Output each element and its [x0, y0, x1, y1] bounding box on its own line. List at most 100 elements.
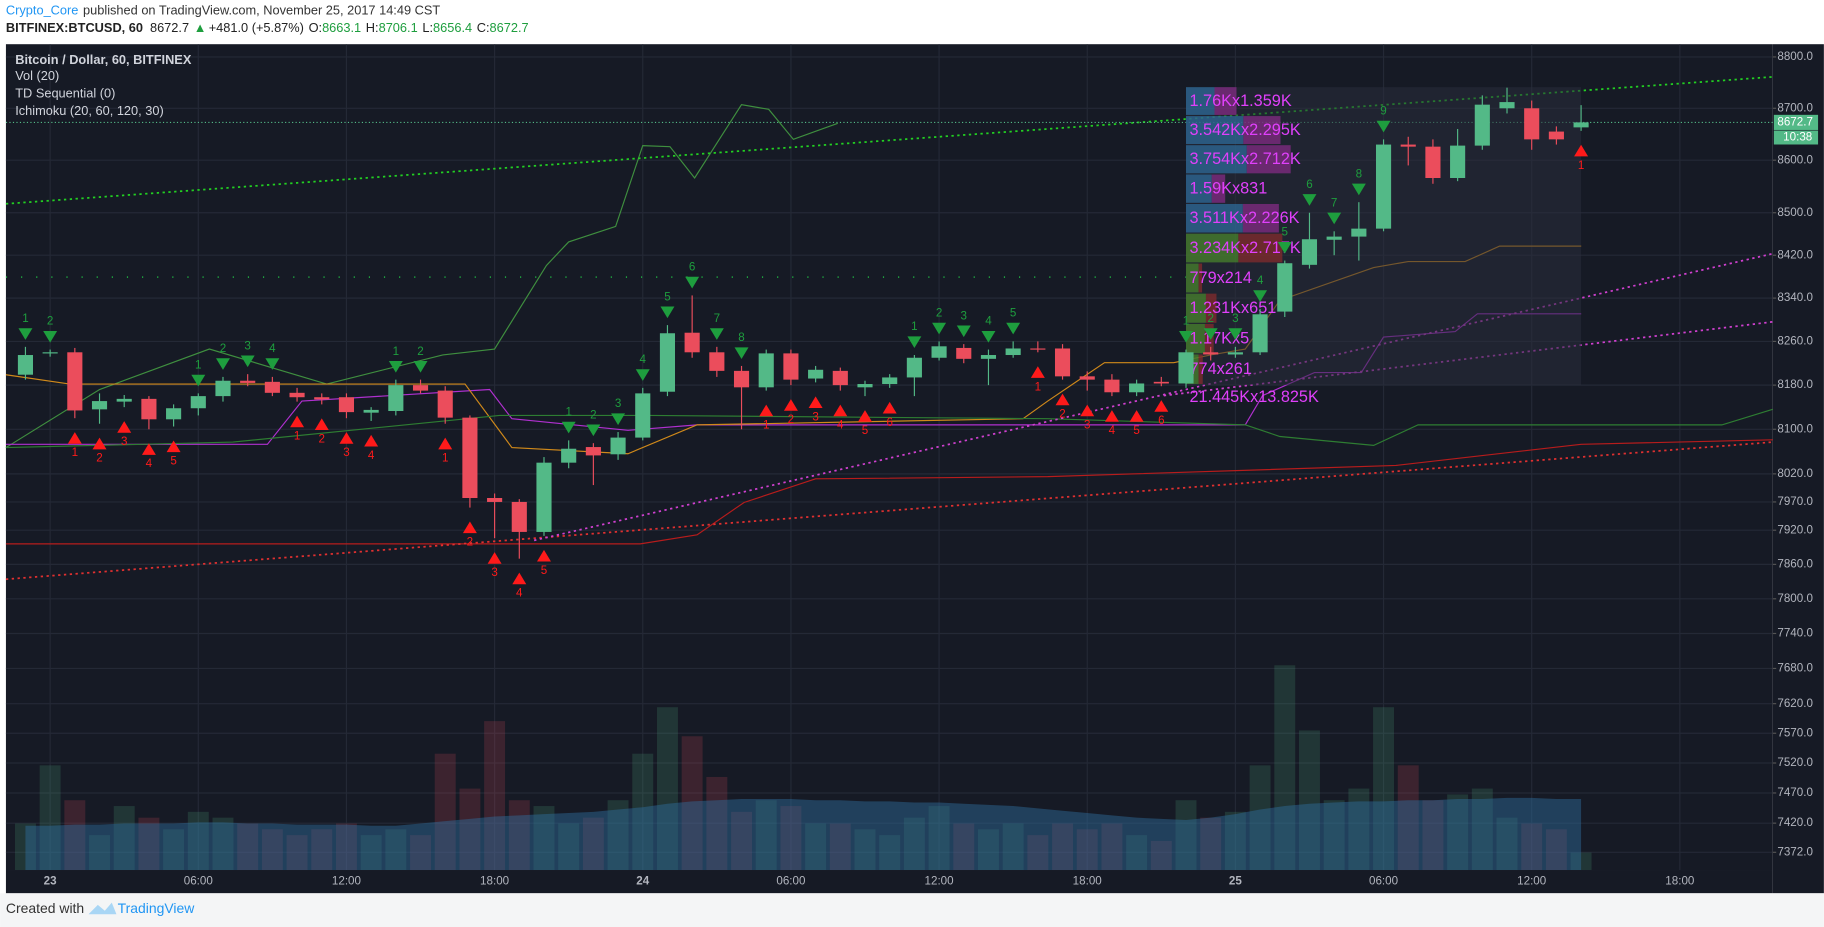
y-tick-label: 7520.0: [1777, 756, 1813, 769]
candle-body: [166, 408, 182, 420]
y-tick-label: 7970.0: [1777, 495, 1813, 508]
td-arrow: [932, 322, 947, 335]
candle-body: [462, 417, 478, 499]
profile-label: 3.511Kx2.226K: [1189, 209, 1299, 227]
y-tick-label: 8260.0: [1777, 334, 1813, 347]
volume-bar: [508, 800, 530, 871]
volume-bar: [434, 753, 456, 871]
profile-up: [1186, 293, 1206, 323]
symbol: BITFINEX:BTCUSD, 60: [6, 20, 143, 35]
candle-body: [783, 353, 799, 380]
candle-body: [758, 353, 774, 388]
td-count: 2: [220, 342, 226, 355]
x-tick-label: 18:00: [1073, 875, 1103, 888]
volume-bar: [1545, 829, 1567, 871]
volume-bar: [1249, 765, 1271, 871]
x-tick-label: 06:00: [1369, 875, 1399, 888]
profile-down: [1214, 87, 1237, 115]
candle-body: [1079, 376, 1095, 380]
td-count: 5: [664, 290, 670, 303]
candle-body: [388, 385, 404, 412]
profile-down: [1211, 174, 1226, 203]
candle-body: [1326, 236, 1342, 240]
candle-body: [956, 347, 972, 359]
td-count: 8: [1356, 167, 1362, 180]
td-count: 6: [1306, 178, 1312, 191]
profile-up: [1186, 263, 1199, 293]
td-count: 3: [1232, 312, 1238, 325]
profile-up: [1186, 174, 1212, 203]
td-count: 4: [368, 449, 375, 462]
volume: [14, 665, 1592, 871]
candle-body: [980, 355, 997, 359]
td-arrow: [364, 434, 379, 447]
candle-body: [1227, 352, 1243, 355]
candle-body: [561, 448, 577, 463]
trendline: [5, 441, 1773, 581]
candle-body: [1548, 131, 1564, 140]
price-tag-label: 8672.7: [1777, 115, 1813, 128]
volume-bar: [1348, 788, 1370, 871]
td-arrow: [660, 306, 675, 319]
td-count: 9: [1380, 105, 1386, 118]
td-arrow: [586, 424, 601, 437]
volume-bar: [64, 800, 86, 871]
profile-label: 774x261: [1189, 360, 1251, 378]
candle-body: [1573, 122, 1589, 128]
candle-body: [1153, 381, 1169, 384]
profile-label: 779x214: [1189, 269, 1251, 287]
volume-bar: [854, 829, 876, 871]
volume-bar: [237, 823, 259, 871]
volume-bar: [286, 835, 308, 871]
td-arrow: [685, 276, 700, 289]
td-arrow: [1253, 290, 1268, 302]
header-line-2: BITFINEX:BTCUSD, 60 8672.7 ▲ +481.0 (+5.87%…: [6, 20, 529, 35]
candle-body: [1178, 352, 1194, 384]
td-arrow: [67, 432, 82, 444]
volume-bar: [459, 788, 481, 871]
td-arrow: [18, 328, 33, 340]
indicator-legend[interactable]: Vol (20): [15, 68, 59, 83]
td-count: 5: [1282, 226, 1288, 239]
td-arrow: [759, 404, 774, 417]
candle-body: [1252, 314, 1268, 353]
td-arrow: [1228, 328, 1243, 340]
td-count: 4: [837, 419, 844, 432]
tradingview-logo[interactable]: [88, 902, 117, 915]
volume-bar: [656, 707, 678, 871]
td-arrow: [166, 440, 181, 453]
td-arrow: [216, 358, 230, 370]
td-arrow: [43, 330, 58, 343]
td-arrow: [808, 396, 823, 408]
ichimoku-span-b: [5, 439, 1773, 545]
indicator-legend[interactable]: Ichimoku (20, 60, 120, 30): [15, 103, 164, 118]
close-label: C:: [477, 20, 490, 35]
volume-bar: [731, 811, 753, 871]
y-tick-label: 7620.0: [1777, 697, 1813, 710]
footer-brand[interactable]: TradingView: [118, 900, 196, 916]
volume-profile: 1.76Kx1.359K 3.542Kx2.295K 3.754Kx2.712K 1.…: [1186, 87, 1582, 406]
td-count: 1: [393, 345, 399, 358]
profile-label: 1.59Kx831: [1189, 180, 1267, 198]
td-arrow: [413, 361, 428, 373]
author[interactable]: Crypto_Core: [6, 3, 78, 18]
indicator-legend[interactable]: TD Sequential (0): [15, 86, 115, 101]
td-arrow: [339, 432, 354, 444]
volume-bar: [977, 829, 999, 871]
volume-bar: [163, 829, 185, 871]
td-arrow: [462, 521, 477, 534]
last: 8672.7: [150, 20, 189, 35]
volume-bar: [113, 806, 135, 871]
td-count: 6: [886, 416, 892, 429]
td-count: 1: [72, 446, 78, 459]
volume-bar: [1447, 794, 1469, 871]
high: 8706.1: [379, 20, 418, 35]
td-count: 2: [788, 413, 794, 426]
footer-created: Created with: [6, 900, 84, 916]
time-axis: [5, 870, 1773, 894]
td-arrow: [561, 421, 576, 434]
y-tick-label: 8340.0: [1777, 291, 1813, 304]
high-label: H:: [366, 20, 379, 35]
td-arrow: [882, 401, 897, 414]
td-count: 6: [689, 261, 695, 274]
